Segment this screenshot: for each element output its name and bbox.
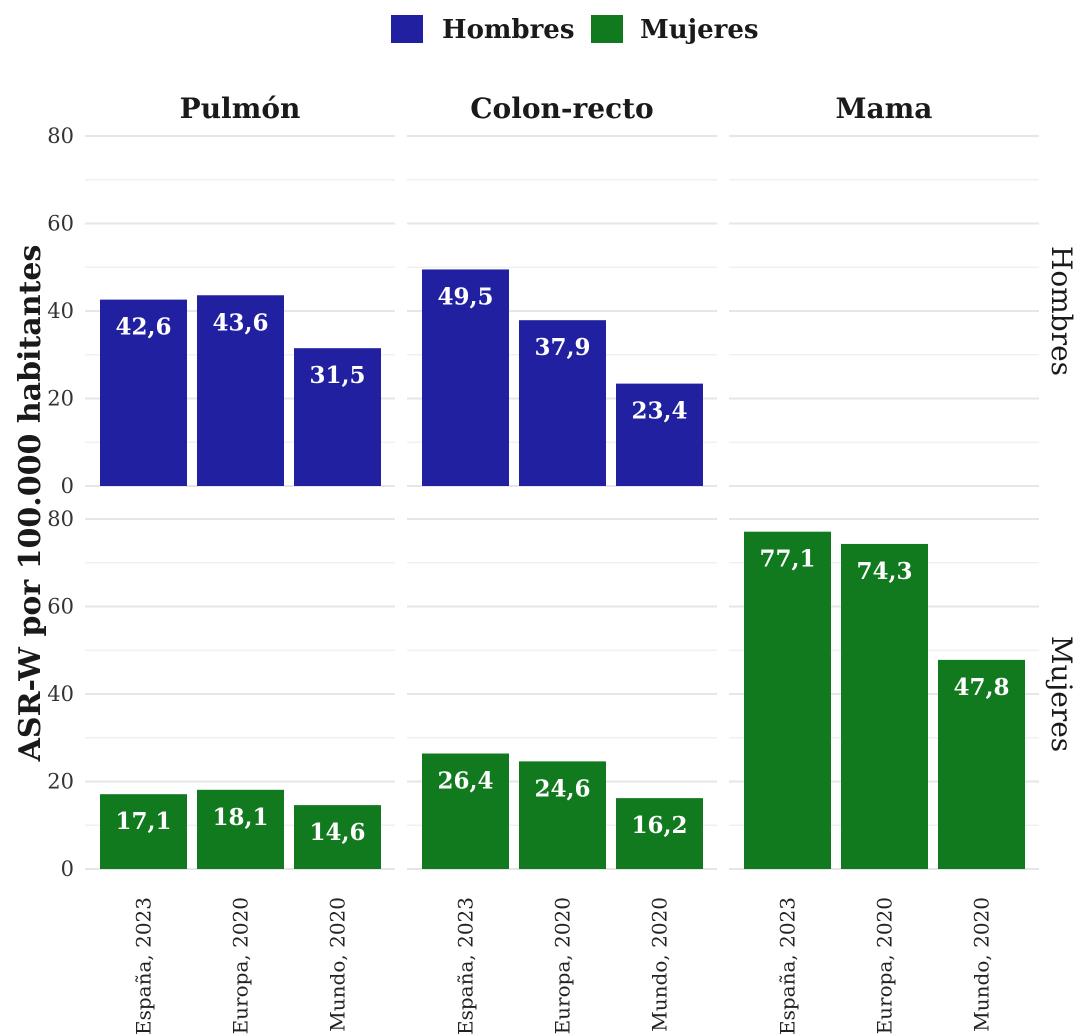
x-category-label: España, 2023 [776,897,800,1035]
bar-value-label: 23,4 [631,398,687,425]
bar [422,269,509,486]
bar [422,753,509,869]
bar-value-label: 47,8 [953,674,1009,701]
legend-swatch [591,15,623,43]
y-axis-title: ASR-W por 100.000 habitantes [13,245,48,763]
bar [100,794,187,869]
bar-value-label: 26,4 [437,768,493,795]
bar-value-label: 16,2 [631,812,687,839]
bar [294,348,381,486]
y-tick-label: 40 [47,299,74,323]
y-tick-label: 20 [47,770,74,794]
bar-value-label: 77,1 [759,546,815,573]
x-category-label: Mundo, 2020 [648,897,672,1032]
x-category-label: Mundo, 2020 [326,897,350,1032]
legend-swatch [391,15,423,43]
legend-label: Hombres [442,15,574,45]
bar-value-label: 17,1 [115,808,171,835]
y-tick-label: 0 [61,474,74,498]
y-tick-label: 60 [47,212,74,236]
bar [197,295,284,486]
bar [616,383,703,486]
bar-value-label: 37,9 [534,334,590,361]
bar [744,531,831,869]
bar [519,761,606,869]
bar-value-label: 14,6 [309,819,365,846]
bar-value-label: 74,3 [856,558,912,585]
facet-title: Colon-recto [470,92,653,125]
x-category-label: Europa, 2020 [551,897,575,1034]
bar [197,789,284,869]
bar [841,543,928,869]
x-category-label: Mundo, 2020 [970,897,994,1032]
facet-title: Mama [836,92,933,125]
bar [519,320,606,486]
bar-value-label: 18,1 [212,804,268,831]
bar-value-label: 31,5 [309,362,365,389]
bar [938,659,1025,869]
y-tick-label: 60 [47,595,74,619]
bar [100,299,187,486]
y-tick-label: 0 [61,857,74,881]
facet-title: Pulmón [180,92,301,125]
bar-value-label: 42,6 [115,314,171,341]
x-category-label: Europa, 2020 [229,897,253,1034]
x-category-label: España, 2023 [454,897,478,1035]
bar [294,805,381,869]
bar-value-label: 24,6 [534,775,590,802]
row-strip-label: Mujeres [1045,636,1078,752]
y-tick-label: 80 [47,124,74,148]
row-strip-label: Hombres [1045,246,1078,376]
legend-label: Mujeres [640,15,759,45]
y-tick-label: 40 [47,682,74,706]
y-tick-label: 20 [47,387,74,411]
bar [616,798,703,869]
bar-value-label: 49,5 [437,283,493,310]
y-tick-label: 80 [47,507,74,531]
x-category-label: España, 2023 [132,897,156,1035]
x-category-label: Europa, 2020 [873,897,897,1034]
bar-value-label: 43,6 [212,309,268,336]
